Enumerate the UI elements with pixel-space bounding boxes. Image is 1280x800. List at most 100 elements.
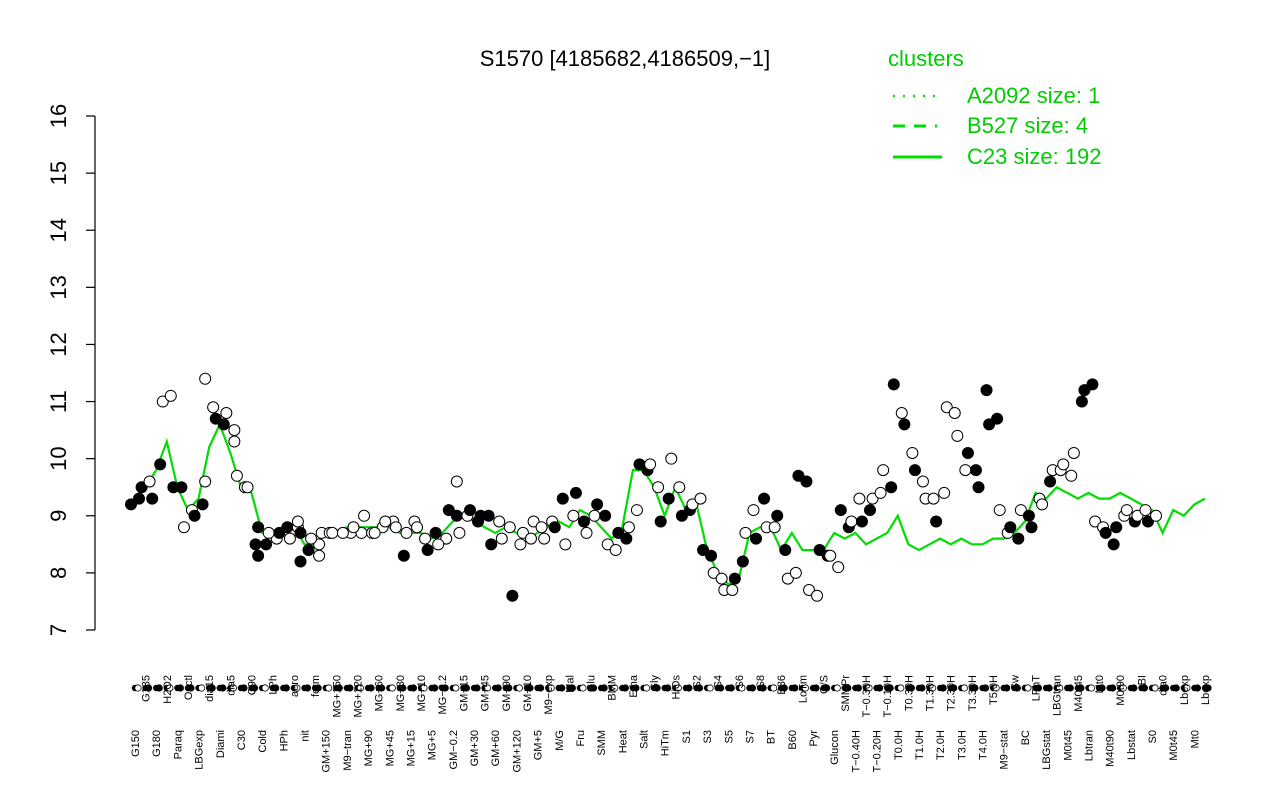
x-rug-marker [642,684,651,692]
x-tick-label: S3 [702,730,714,743]
x-rug-marker [1151,684,1159,692]
x-rug-marker [441,684,449,692]
data-point [885,481,898,494]
data-point [154,458,167,471]
data-point [164,389,177,402]
data-point [125,498,137,511]
data-point [177,521,190,534]
x-tick-label: MG+15 [405,730,417,766]
x-tick-label: Oxctl [183,675,195,700]
data-point [673,481,686,494]
data-point [609,544,622,557]
data-point [1078,384,1091,397]
x-rug-marker [240,684,248,692]
data-point [800,475,813,488]
x-tick-label: T3.0H [956,730,968,760]
x-tick-label: MG−0.2 [437,675,449,714]
data-point [853,492,866,505]
x-rug-marker [632,684,640,692]
data-point [411,521,424,534]
x-tick-label: S5 [723,730,735,743]
data-point [771,509,784,522]
x-tick-label: T2.0H [935,730,947,760]
x-rug-marker [462,684,471,692]
x-tick-label: HPh [278,730,290,751]
x-rug-marker [1098,684,1106,692]
x-tick-label: LBGexp [194,730,206,770]
x-tick-label: T2.30H [946,675,958,711]
x-rug-marker [1066,684,1074,692]
data-point [516,526,529,539]
x-tick-label: M0t45 [1168,730,1180,761]
x-rug-marker [1193,684,1202,692]
x-rug-marker [356,684,365,692]
x-rug-marker [547,684,555,692]
x-tick-label: LoTm [797,675,809,703]
x-tick-label: SMM [596,730,608,756]
x-rug-marker [759,684,767,692]
x-rug-marker [717,684,725,692]
data-point [230,469,243,482]
chart-title: S1570 [4185682,4186509,−1] [480,46,771,71]
data-point [1120,504,1133,517]
x-rug-marker [1162,684,1170,692]
x-tick-label: T0.30H [903,675,915,711]
x-rug-marker [939,684,947,692]
x-tick-label: G150 [130,730,142,757]
data-point [294,526,307,539]
x-tick-label: T5.0H [988,675,1000,705]
data-point [524,532,537,545]
data-point [697,544,710,557]
data-point [260,538,273,551]
data-point [313,549,326,562]
x-tick-label: M0t45 [1062,730,1074,761]
data-point [1067,446,1080,459]
data-point [686,498,699,511]
y-tick-label: 16 [46,104,71,128]
data-point [577,515,590,528]
data-point [599,509,612,522]
data-point [959,464,972,477]
x-tick-label: H2O2 [162,675,174,704]
x-tick-label: B60 [787,730,799,750]
data-point [665,452,678,465]
x-rug-marker [420,684,428,692]
data-point [803,584,816,597]
x-tick-label: Lbstat [1126,730,1138,760]
x-tick-label: T0.0H [893,730,905,760]
data-point [464,504,477,517]
x-rug-marker [685,684,693,692]
x-rug-marker [388,684,396,692]
x-tick-label: MG+120 [352,675,364,718]
y-tick-label: 9 [46,510,71,522]
x-tick-label: dia0 [1158,675,1170,696]
x-rug-marker [399,684,407,692]
data-point [855,515,868,528]
data-point [559,538,572,551]
x-rug-marker [229,684,237,692]
data-point [863,504,876,517]
data-point [951,429,964,442]
data-point [991,412,1004,425]
data-point [874,486,887,499]
data-point [450,475,463,488]
x-rug-marker [823,684,831,692]
data-point [620,532,633,545]
data-point [249,538,262,551]
data-point [220,406,233,419]
data-point [1012,532,1025,545]
x-rug-marker [950,684,958,692]
data-point [768,521,781,534]
legend-label-2: C23 size: 192 [967,144,1102,169]
x-tick-label: GM+10 [522,675,534,711]
x-rug-marker [536,684,545,692]
y-tick-label: 10 [46,446,71,470]
data-point [347,521,360,534]
x-rug-marker [600,684,608,692]
data-point [983,418,996,431]
x-tick-label: Cold [257,730,269,753]
x-rug-marker [727,684,735,692]
data-point [654,515,667,528]
x-tick-label: T−0.20H [872,730,884,773]
data-point [887,378,900,391]
